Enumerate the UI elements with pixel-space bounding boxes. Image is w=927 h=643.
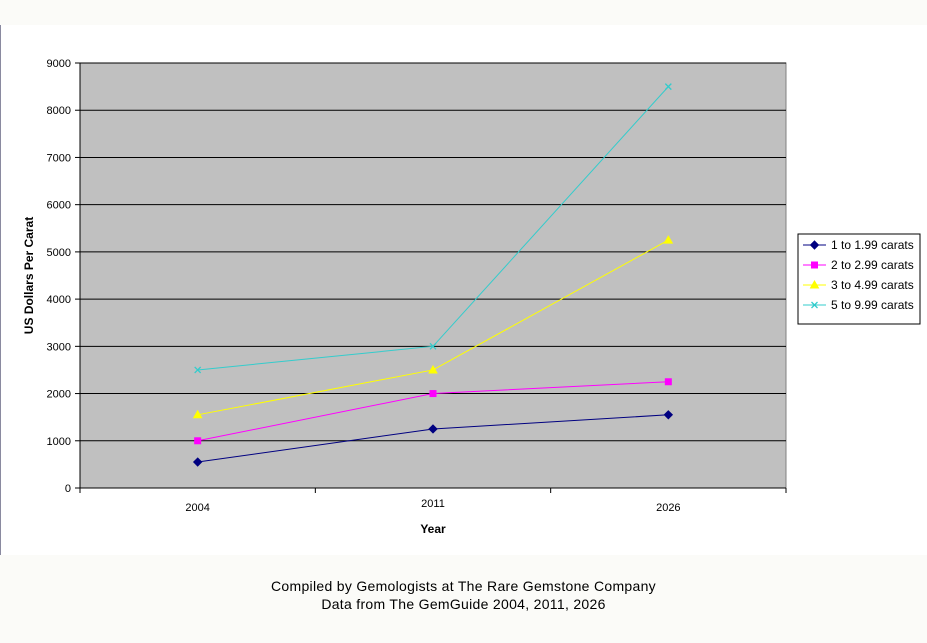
legend-label-2: 2 to 2.99 carats — [831, 258, 914, 272]
legend-marker-4 — [811, 301, 818, 309]
chart-area: 0 1000 2000 3000 4000 5000 6000 7000 8000 9000 200… — [0, 25, 927, 555]
series-2-point-1 — [194, 437, 202, 445]
y-tick-label-1000: 1000 — [47, 436, 71, 448]
series-4-point-1 — [194, 366, 202, 374]
series-3-point-1 — [192, 409, 203, 419]
x-tick-label-2026: 2026 — [656, 502, 680, 514]
series-4-point-3 — [664, 83, 672, 91]
x-tick-label-2004: 2004 — [185, 502, 209, 514]
y-tick-label-6000: 6000 — [47, 200, 71, 212]
series-4-point-2 — [429, 342, 437, 350]
legend-box — [797, 233, 921, 325]
y-tick-label-4000: 4000 — [47, 294, 71, 306]
series-3-point-2 — [428, 364, 438, 374]
x-tick-label-2011: 2011 — [421, 498, 445, 510]
plot-area — [79, 62, 787, 489]
chart-caption: Compiled by Gemologists at The Rare Gems… — [0, 577, 927, 613]
y-tick-label-8000: 8000 — [47, 105, 71, 117]
y-tick-label-2000: 2000 — [47, 389, 71, 401]
series-1-point-3 — [663, 410, 674, 420]
series-3-point-3 — [663, 235, 674, 244]
x-axis-title: Year — [420, 522, 446, 536]
series-1-point-2 — [428, 424, 438, 434]
series-2-point-3 — [664, 378, 672, 386]
series-1-point-1 — [192, 457, 203, 467]
caption-line-1: Compiled by Gemologists at The Rare Gems… — [271, 578, 656, 594]
legend-marker-3 — [809, 279, 820, 289]
y-tick-label-7000: 7000 — [47, 152, 71, 164]
line-chart: 0 1000 2000 3000 4000 5000 6000 7000 8000 9000 200… — [22, 58, 921, 536]
y-tick-label-9000: 9000 — [47, 58, 71, 70]
y-tick-label-5000: 5000 — [47, 247, 71, 259]
legend-label-3: 3 to 4.99 carats — [831, 278, 914, 292]
caption-line-2: Data from The GemGuide 2004, 2011, 2026 — [321, 596, 606, 612]
y-axis-title: US Dollars Per Carat — [22, 217, 36, 334]
legend-label-1: 1 to 1.99 carats — [831, 238, 914, 252]
y-tick-label-0: 0 — [65, 483, 71, 495]
legend-marker-2 — [811, 261, 818, 269]
legend-label-4: 5 to 9.99 carats — [831, 298, 914, 312]
legend-marker-1 — [809, 240, 820, 250]
y-tick-label-3000: 3000 — [47, 341, 71, 353]
series-2-point-2 — [429, 390, 437, 398]
